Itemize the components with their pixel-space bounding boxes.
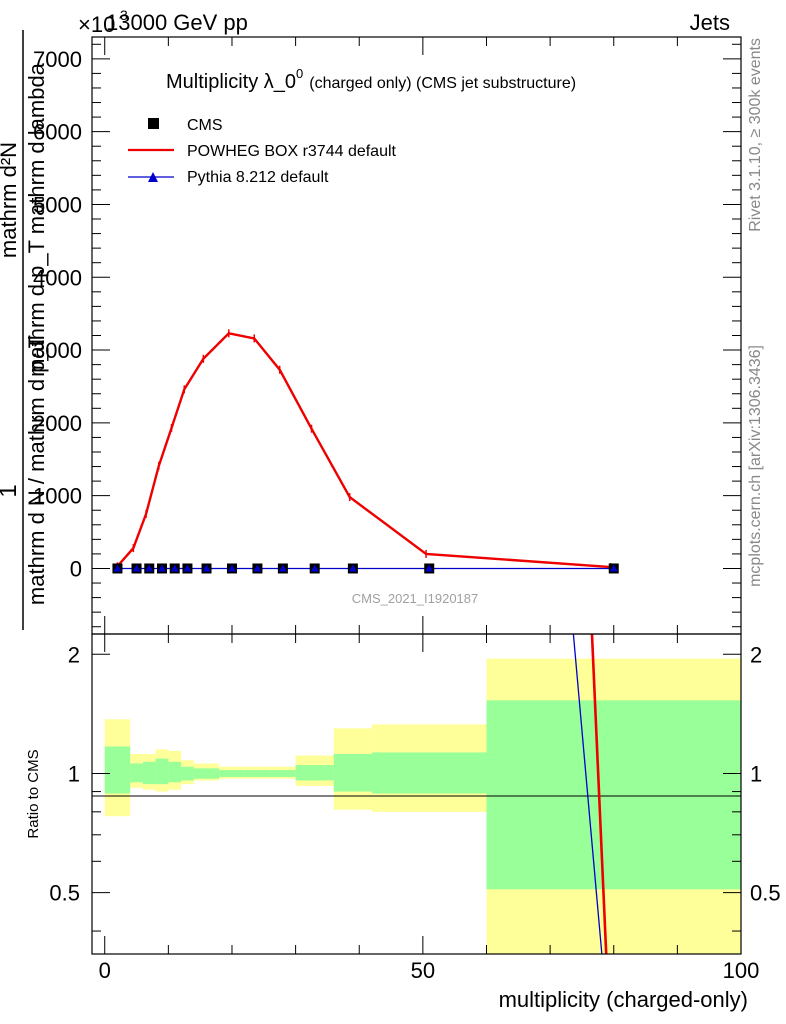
ratio-band-inner <box>142 761 156 785</box>
x-axis-label: multiplicity (charged-only) <box>499 987 748 1012</box>
header-left: 13000 GeV pp <box>106 10 248 35</box>
pythia-point <box>145 564 154 572</box>
ratio-band-inner <box>486 700 741 890</box>
ratio-y-tick-label: 0.5 <box>49 881 80 906</box>
ratio-band-inner <box>244 770 271 777</box>
header-right: Jets <box>690 10 730 35</box>
main-y-tick-label: 3000 <box>33 338 82 363</box>
main-y-label: 1 mathrm d²N mathrm d p_T mathrm d lambd… <box>0 30 49 630</box>
pythia-point <box>425 564 434 572</box>
ratio-y-label: Ratio to CMS <box>25 749 42 838</box>
pythia-point <box>227 564 236 572</box>
ratio-bands <box>104 658 741 954</box>
main-y-axis: 0 1000 2000 3000 4000 5000 6000 7000 <box>33 43 741 628</box>
pythia-point <box>278 564 287 572</box>
header-exponent-power: 3 <box>120 7 128 23</box>
ratio-band-inner <box>295 765 334 781</box>
legend-label-powheg: POWHEG BOX r3744 default <box>187 143 397 160</box>
main-y-tick-label: 5000 <box>33 192 82 217</box>
ylabel-mid-expr: mathrm d p_T mathrm d lambda <box>24 62 49 377</box>
header-exponent: ×10 <box>78 12 115 37</box>
legend-label-pythia: Pythia 8.212 default <box>187 169 329 186</box>
main-y-tick-label: 0 <box>70 556 82 581</box>
legend-marker-pythia <box>148 172 158 182</box>
ratio-y-tick-label-right: 1 <box>750 761 762 786</box>
watermark: CMS_2021_I1920187 <box>352 591 479 606</box>
pythia-point <box>132 564 141 572</box>
ratio-y-tick-label: 2 <box>68 642 80 667</box>
main-y-tick-label: 2000 <box>33 411 82 436</box>
powheg-line <box>116 332 611 569</box>
mcplots-label: mcplots.cern.ch [arXiv:1306.3436] <box>747 345 764 587</box>
ratio-panel: 0.5 0.5 1 1 2 2 0 50 100 Ratio to CMS multiplic… <box>25 633 781 1012</box>
pythia-point <box>170 564 179 572</box>
main-series <box>112 329 619 574</box>
ratio-band-inner <box>333 753 372 792</box>
pythia-point <box>157 564 166 572</box>
ratio-x-tick-label: 50 <box>411 958 435 983</box>
main-y-tick-label: 1000 <box>33 484 82 509</box>
ratio-powheg-line <box>590 634 608 954</box>
ratio-x-tick-label: 100 <box>723 958 760 983</box>
ratio-y-axis: 0.5 0.5 1 1 2 2 <box>49 642 781 932</box>
ylabel-numerator-one: 1 <box>0 484 22 497</box>
ratio-series <box>572 634 608 954</box>
legend: CMS POWHEG BOX r3744 default Pythia 8.21… <box>128 117 397 186</box>
ratio-band-inner <box>193 768 220 779</box>
pythia-point <box>113 564 122 572</box>
ylabel-denominator-expr: mathrm d N / mathrm d p_T <box>24 335 49 605</box>
pythia-point <box>348 564 357 572</box>
pythia-point <box>310 564 319 572</box>
rivet-label: Rivet 3.1.10, ≥ 300k events <box>747 38 764 232</box>
ratio-band-inner <box>155 758 169 785</box>
pythia-point <box>202 564 211 572</box>
main-title-text: Multiplicity λ_0 <box>166 71 296 93</box>
ratio-band-inner <box>168 761 182 783</box>
ylabel-numerator-expr: mathrm d²N <box>0 142 21 258</box>
ratio-band-inner <box>371 752 487 794</box>
pythia-point <box>609 564 618 572</box>
ratio-band-inner <box>270 770 296 777</box>
legend-label-cms: CMS <box>187 117 223 134</box>
ratio-y-tick-label: 1 <box>68 761 80 786</box>
pythia-point <box>253 564 262 572</box>
ratio-y-tick-label-right: 0.5 <box>750 881 781 906</box>
main-title-suffix: (charged only) (CMS jet substructure) <box>309 75 576 92</box>
ratio-band-inner <box>181 766 194 781</box>
main-y-tick-label: 4000 <box>33 265 82 290</box>
ratio-x-tick-label: 0 <box>99 958 111 983</box>
main-y-tick-label: 6000 <box>33 120 82 145</box>
ratio-pythia-line <box>572 634 603 954</box>
ratio-frame <box>91 633 742 955</box>
ratio-plot-area <box>92 634 741 954</box>
pythia-point <box>183 564 192 572</box>
ratio-band-inner <box>104 746 131 794</box>
main-title-sup: 0 <box>296 66 303 81</box>
ratio-y-tick-label-right: 2 <box>750 642 762 667</box>
main-panel: 0 1000 2000 3000 4000 5000 6000 7000 Multiplici… <box>33 36 742 635</box>
main-y-tick-label: 7000 <box>33 47 82 72</box>
main-x-axis-ticks <box>104 37 742 634</box>
ratio-band-inner <box>219 770 245 777</box>
ratio-x-axis: 0 50 100 <box>99 634 760 983</box>
ratio-band-inner <box>130 763 143 783</box>
main-title: Multiplicity λ_00 (charged only) (CMS jet… <box>166 66 576 93</box>
legend-marker-cms <box>148 118 159 129</box>
